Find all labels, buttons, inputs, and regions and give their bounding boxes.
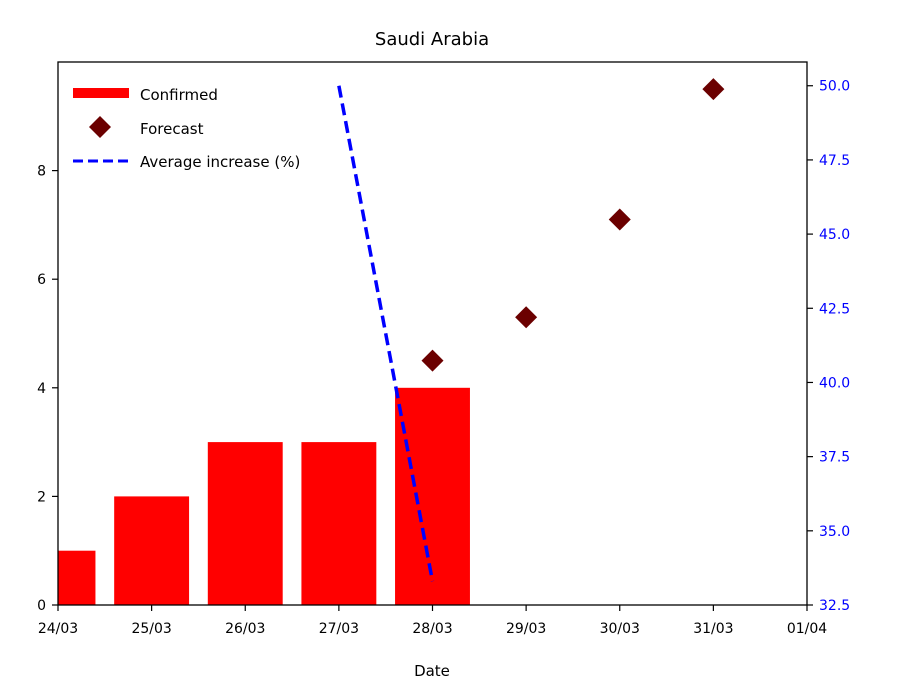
y2-tick-label: 45.0 <box>819 227 850 243</box>
forecast-point <box>608 208 631 231</box>
x-tick-label: 28/03 <box>412 621 452 637</box>
y-axis-left: 0 2 4 6 8 <box>37 164 58 614</box>
confirmed-bars <box>58 387 470 605</box>
y-tick-label: 4 <box>37 381 46 397</box>
y-tick-label: 8 <box>37 164 46 180</box>
y2-tick-label: 35.0 <box>819 524 850 540</box>
confirmed-bar <box>58 550 96 605</box>
average-increase-line <box>337 85 435 582</box>
y2-tick-label: 42.5 <box>819 301 850 317</box>
x-tick-label: 24/03 <box>38 621 78 637</box>
confirmed-bar <box>301 442 377 605</box>
x-tick-label: 30/03 <box>600 621 640 637</box>
legend: Confirmed Forecast Average increase (%) <box>73 86 300 171</box>
chart-title: Saudi Arabia <box>375 29 489 50</box>
y-axis-right: 32.5 35.0 37.5 40.0 42.5 45.0 47.5 50.0 <box>807 79 850 614</box>
x-axis: 24/03 25/03 26/03 27/03 28/03 29/03 30/03 31/03… <box>38 605 827 637</box>
y2-tick-label: 47.5 <box>819 153 850 169</box>
forecast-point <box>421 349 444 372</box>
x-axis-label: Date <box>414 662 450 680</box>
y-tick-label: 2 <box>37 489 46 505</box>
legend-label-forecast: Forecast <box>140 120 204 138</box>
x-tick-label: 01/04 <box>787 621 827 637</box>
average-increase-line-group <box>337 85 435 582</box>
legend-label-average-increase: Average increase (%) <box>140 153 300 171</box>
x-tick-label: 25/03 <box>131 621 171 637</box>
confirmed-bar <box>207 442 283 605</box>
confirmed-bar <box>114 496 190 605</box>
confirmed-bar <box>395 387 470 605</box>
x-tick-label: 31/03 <box>693 621 733 637</box>
legend-label-confirmed: Confirmed <box>140 86 218 104</box>
x-tick-label: 27/03 <box>319 621 359 637</box>
legend-swatch-confirmed <box>73 88 129 98</box>
y-tick-label: 6 <box>37 272 46 288</box>
y2-tick-label: 50.0 <box>819 79 850 95</box>
forecast-point <box>515 306 538 329</box>
y2-tick-label: 40.0 <box>819 375 850 391</box>
forecast-points <box>421 78 725 372</box>
x-tick-label: 29/03 <box>506 621 546 637</box>
x-tick-label: 26/03 <box>225 621 265 637</box>
forecast-point <box>702 78 725 101</box>
y-tick-label: 0 <box>37 598 46 614</box>
legend-swatch-forecast <box>89 116 111 138</box>
y2-tick-label: 37.5 <box>819 450 850 466</box>
y2-tick-label: 32.5 <box>819 598 850 614</box>
